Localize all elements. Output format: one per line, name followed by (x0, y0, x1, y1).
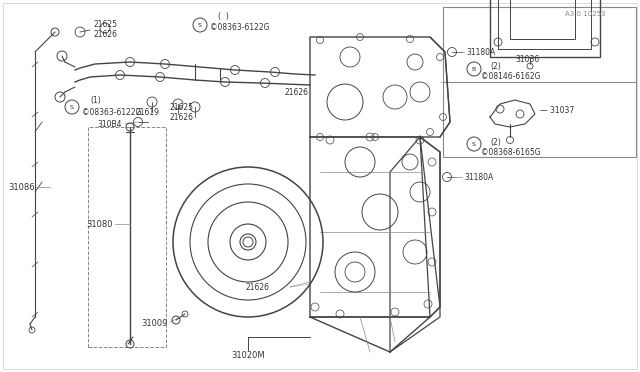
Text: S: S (198, 22, 202, 28)
Text: 21625: 21625 (170, 103, 194, 112)
Text: 31180A: 31180A (464, 173, 493, 182)
Text: (1): (1) (90, 96, 100, 105)
Text: S: S (472, 141, 476, 147)
Text: 21619: 21619 (135, 108, 159, 116)
Text: 21626: 21626 (246, 282, 270, 292)
Bar (88, 127, 166, 347)
Bar (510, 0, 575, 39)
Text: ©08363-6122G: ©08363-6122G (210, 22, 269, 32)
Text: 31020M: 31020M (231, 352, 265, 360)
Text: 310B4: 310B4 (97, 119, 122, 128)
Text: 21626: 21626 (170, 112, 194, 122)
Text: S: S (70, 105, 74, 109)
Text: 31036: 31036 (515, 55, 540, 64)
Text: 31086: 31086 (8, 183, 35, 192)
Text: ©08363-6122G: ©08363-6122G (82, 108, 141, 116)
Bar (443, 7, 636, 157)
Bar (498, 0, 591, 49)
Text: (  ): ( ) (218, 12, 228, 20)
Text: 21625: 21625 (93, 19, 117, 29)
Text: 21626: 21626 (285, 87, 309, 96)
Text: (2): (2) (490, 138, 500, 147)
Text: 31180A: 31180A (466, 48, 495, 57)
Bar (490, 0, 600, 57)
Text: A3 0 10253: A3 0 10253 (565, 11, 605, 17)
Text: ©08146-6162G: ©08146-6162G (481, 71, 541, 80)
Text: 31080: 31080 (86, 219, 113, 228)
Text: ©08368-6165G: ©08368-6165G (481, 148, 541, 157)
Text: 31009: 31009 (141, 320, 168, 328)
Text: B: B (472, 67, 476, 71)
Text: 21626: 21626 (93, 29, 117, 38)
Text: (2): (2) (490, 61, 500, 71)
Text: — 31037: — 31037 (540, 106, 574, 115)
